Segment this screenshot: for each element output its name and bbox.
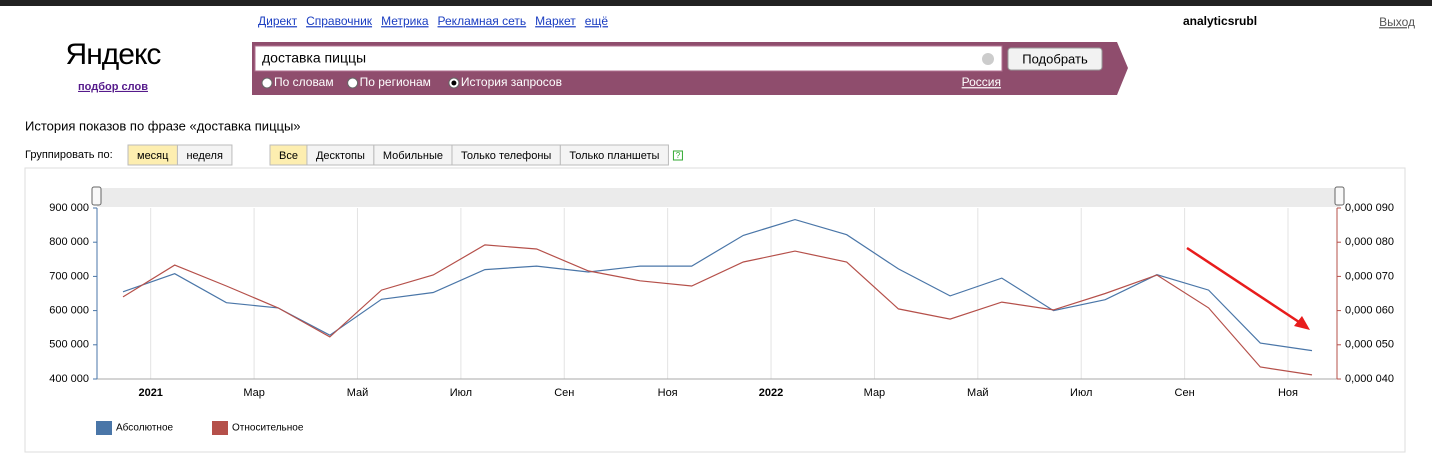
x-tick-label: 2022: [759, 387, 783, 399]
y-tick-label: 700 000: [49, 270, 89, 282]
chart-navigator[interactable]: [97, 188, 1340, 207]
search-input[interactable]: [254, 45, 1003, 72]
x-tick-label: Мар: [243, 387, 265, 399]
y-tick-label: 400 000: [49, 373, 89, 385]
toggle-label[interactable]: Мобильные: [383, 150, 443, 162]
y2-tick-label: 0,000 080: [1345, 236, 1394, 248]
legend-label[interactable]: Абсолютное: [116, 422, 174, 434]
page-title: История показов по фразе «доставка пиццы…: [25, 118, 301, 133]
group-label: Группировать по:: [25, 149, 113, 161]
radio-label[interactable]: По словам: [274, 75, 334, 89]
y-tick-label: 900 000: [49, 202, 89, 214]
y2-tick-label: 0,000 070: [1345, 270, 1394, 282]
navigator-handle[interactable]: [1334, 186, 1345, 206]
annotation-arrow-head: [1294, 316, 1310, 330]
x-tick-label: Июл: [450, 387, 472, 399]
nav-link[interactable]: Рекламная сеть: [438, 14, 527, 28]
toggle-label[interactable]: месяц: [137, 150, 169, 162]
y-tick-label: 600 000: [49, 305, 89, 317]
toggle-button[interactable]: [176, 144, 233, 166]
nav-link[interactable]: Справочник: [306, 14, 373, 28]
toggle-label[interactable]: Все: [279, 150, 298, 162]
nav-link[interactable]: Маркет: [535, 14, 576, 28]
x-tick-label: Сен: [554, 387, 574, 399]
radio-label[interactable]: История запросов: [461, 75, 562, 89]
x-tick-label: Июл: [1070, 387, 1092, 399]
radio-label[interactable]: По регионам: [360, 75, 431, 89]
x-tick-label: Сен: [1175, 387, 1195, 399]
search-button[interactable]: [1007, 47, 1103, 71]
chart-box: [24, 167, 1406, 453]
legend-swatch[interactable]: [96, 421, 112, 435]
y2-tick-label: 0,000 050: [1345, 339, 1394, 351]
legend-label[interactable]: Относительное: [232, 423, 304, 434]
radio[interactable]: [347, 77, 359, 89]
y-tick-label: 800 000: [49, 236, 89, 248]
nav-link[interactable]: Директ: [258, 14, 298, 28]
navigator-handle[interactable]: [91, 186, 102, 206]
user-name[interactable]: analyticsrubl: [1183, 14, 1257, 28]
help-label[interactable]: ?: [676, 151, 681, 160]
toggle-label[interactable]: Десктопы: [316, 150, 365, 162]
y2-tick-label: 0,000 090: [1345, 202, 1394, 214]
series-line: [122, 218, 1313, 352]
logo-sub[interactable]: подбор слов: [78, 81, 148, 93]
legend-swatch[interactable]: [212, 421, 228, 435]
toggle-label[interactable]: неделя: [186, 150, 223, 162]
x-tick-label: Май: [967, 387, 989, 399]
toggle-button[interactable]: [559, 144, 669, 166]
nav-link[interactable]: ещё: [585, 14, 609, 28]
x-tick-label: Мар: [864, 387, 886, 399]
series-line: [122, 244, 1313, 376]
region-link[interactable]: Россия: [962, 75, 1001, 89]
clear-icon[interactable]: [982, 53, 994, 65]
x-tick-label: 2021: [138, 387, 162, 399]
radio-dot: [451, 80, 457, 86]
radio[interactable]: [261, 77, 273, 89]
y-tick-label: 500 000: [49, 339, 89, 351]
nav-link[interactable]: Метрика: [381, 14, 429, 28]
x-tick-label: Ноя: [1278, 387, 1298, 399]
search-button-label[interactable]: Подобрать: [1022, 51, 1088, 66]
window-bar: [0, 0, 1432, 6]
toggle-label[interactable]: Только телефоны: [461, 150, 551, 162]
logo[interactable]: Яндекс: [66, 38, 163, 71]
help-icon[interactable]: [672, 150, 683, 161]
search-query[interactable]: доставка пиццы: [262, 50, 366, 66]
x-tick-label: Май: [347, 387, 369, 399]
plot: 2021 Мар Май Июл Сен Ноя 2022 Мар Май Июл Сен Ноя 40…: [49, 202, 1394, 435]
toggle-label[interactable]: Только планшеты: [569, 150, 659, 162]
x-tick-label: Ноя: [658, 387, 678, 399]
y2-tick-label: 0,000 040: [1345, 373, 1394, 385]
logout-link[interactable]: Выход: [1379, 15, 1415, 29]
y2-tick-label: 0,000 060: [1345, 305, 1394, 317]
annotation-arrow: [1186, 246, 1303, 326]
